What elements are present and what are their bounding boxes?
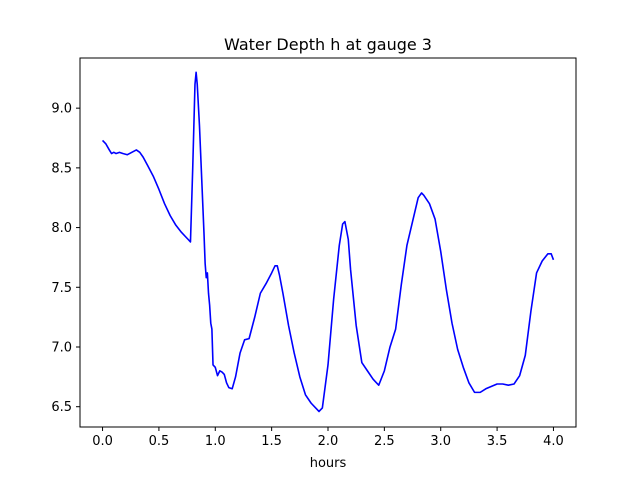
y-axis: 6.5 7.0 7.5 8.0 8.5 9.0	[51, 102, 80, 415]
chart-title: Water Depth h at gauge 3	[224, 35, 432, 54]
x-tick-label: 1.5	[261, 434, 282, 449]
series-line-0	[101, 71, 555, 413]
x-axis-label: hours	[310, 456, 347, 471]
y-tick-label: 7.0	[51, 340, 72, 355]
x-tick-label: 0.5	[149, 434, 170, 449]
y-tick-label: 8.0	[51, 221, 72, 236]
x-tick-label: 3.0	[430, 434, 451, 449]
y-tick-label: 9.0	[51, 102, 72, 117]
y-tick-label: 7.5	[51, 281, 72, 296]
x-axis: 0.0 0.5 1.0 1.5 2.0 2.5 3.0 3.5 4.0	[92, 427, 564, 449]
x-tick-label: 0.0	[92, 434, 113, 449]
y-tick-label: 8.5	[51, 161, 72, 176]
plot-area	[101, 71, 555, 413]
x-tick-label: 4.0	[543, 434, 564, 449]
x-tick-label: 2.0	[318, 434, 339, 449]
x-tick-label: 3.5	[487, 434, 508, 449]
x-tick-label: 1.0	[205, 434, 226, 449]
y-tick-label: 6.5	[51, 400, 72, 415]
x-tick-label: 2.5	[374, 434, 395, 449]
